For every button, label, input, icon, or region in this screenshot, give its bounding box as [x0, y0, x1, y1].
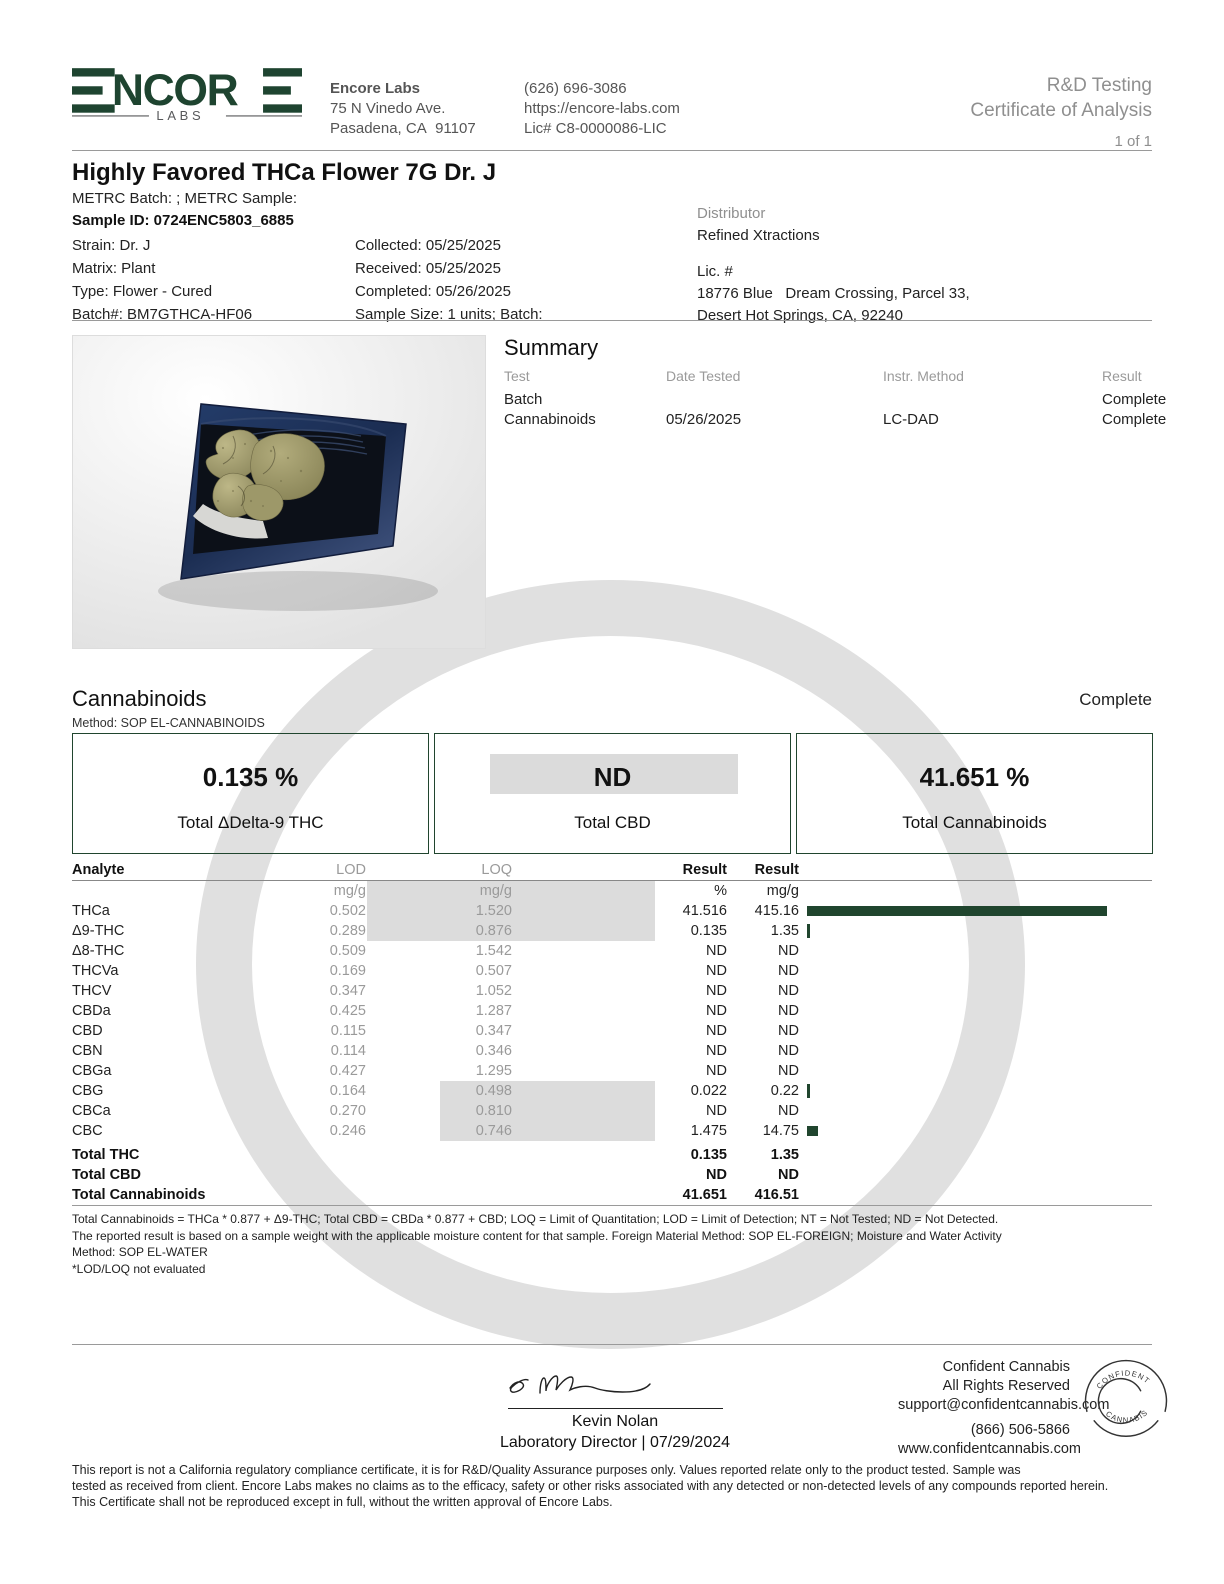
svg-text:CONFIDENT: CONFIDENT — [1095, 1368, 1152, 1390]
svg-text:CANNABIS: CANNABIS — [1104, 1408, 1150, 1425]
svg-text:LABS: LABS — [156, 108, 204, 123]
